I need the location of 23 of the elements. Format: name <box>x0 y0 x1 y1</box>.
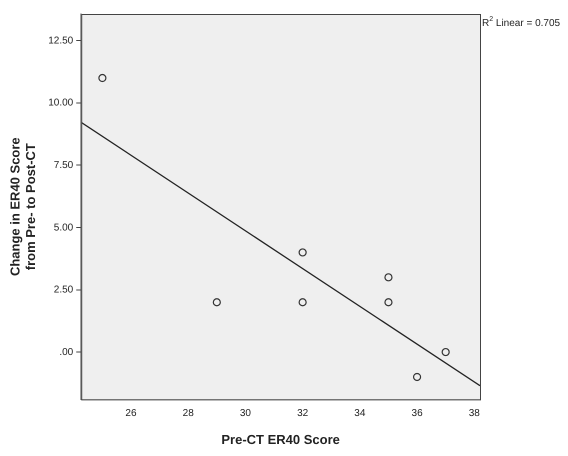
point <box>298 298 307 306</box>
x-axis-title: Pre-CT ER40 Score <box>221 432 340 447</box>
y-tick-label: 5.00 <box>54 222 74 234</box>
point <box>98 74 106 82</box>
x-tick-label: 34 <box>354 408 366 420</box>
x-tick-label: 36 <box>412 408 424 420</box>
x-tick-label: 38 <box>468 408 480 420</box>
point <box>384 273 393 282</box>
y-tick-label: 12.50 <box>48 35 74 46</box>
y-tick-label: 2.50 <box>54 284 74 296</box>
point <box>212 298 221 306</box>
point <box>384 298 393 306</box>
point <box>442 348 450 356</box>
point <box>412 372 422 382</box>
y-tick-label: 10.00 <box>48 98 74 109</box>
y-tick-label: 7.50 <box>54 160 74 171</box>
x-tick-label: 32 <box>297 408 309 420</box>
point <box>298 248 307 257</box>
y-tick-label: .00 <box>59 346 74 358</box>
x-tick-label: 30 <box>240 408 252 420</box>
x-tick-label: 26 <box>125 408 137 420</box>
y-axis-title: Change in ER40 Score from Pre- to Post-CT <box>7 137 38 276</box>
x-tick-label: 28 <box>182 408 194 420</box>
